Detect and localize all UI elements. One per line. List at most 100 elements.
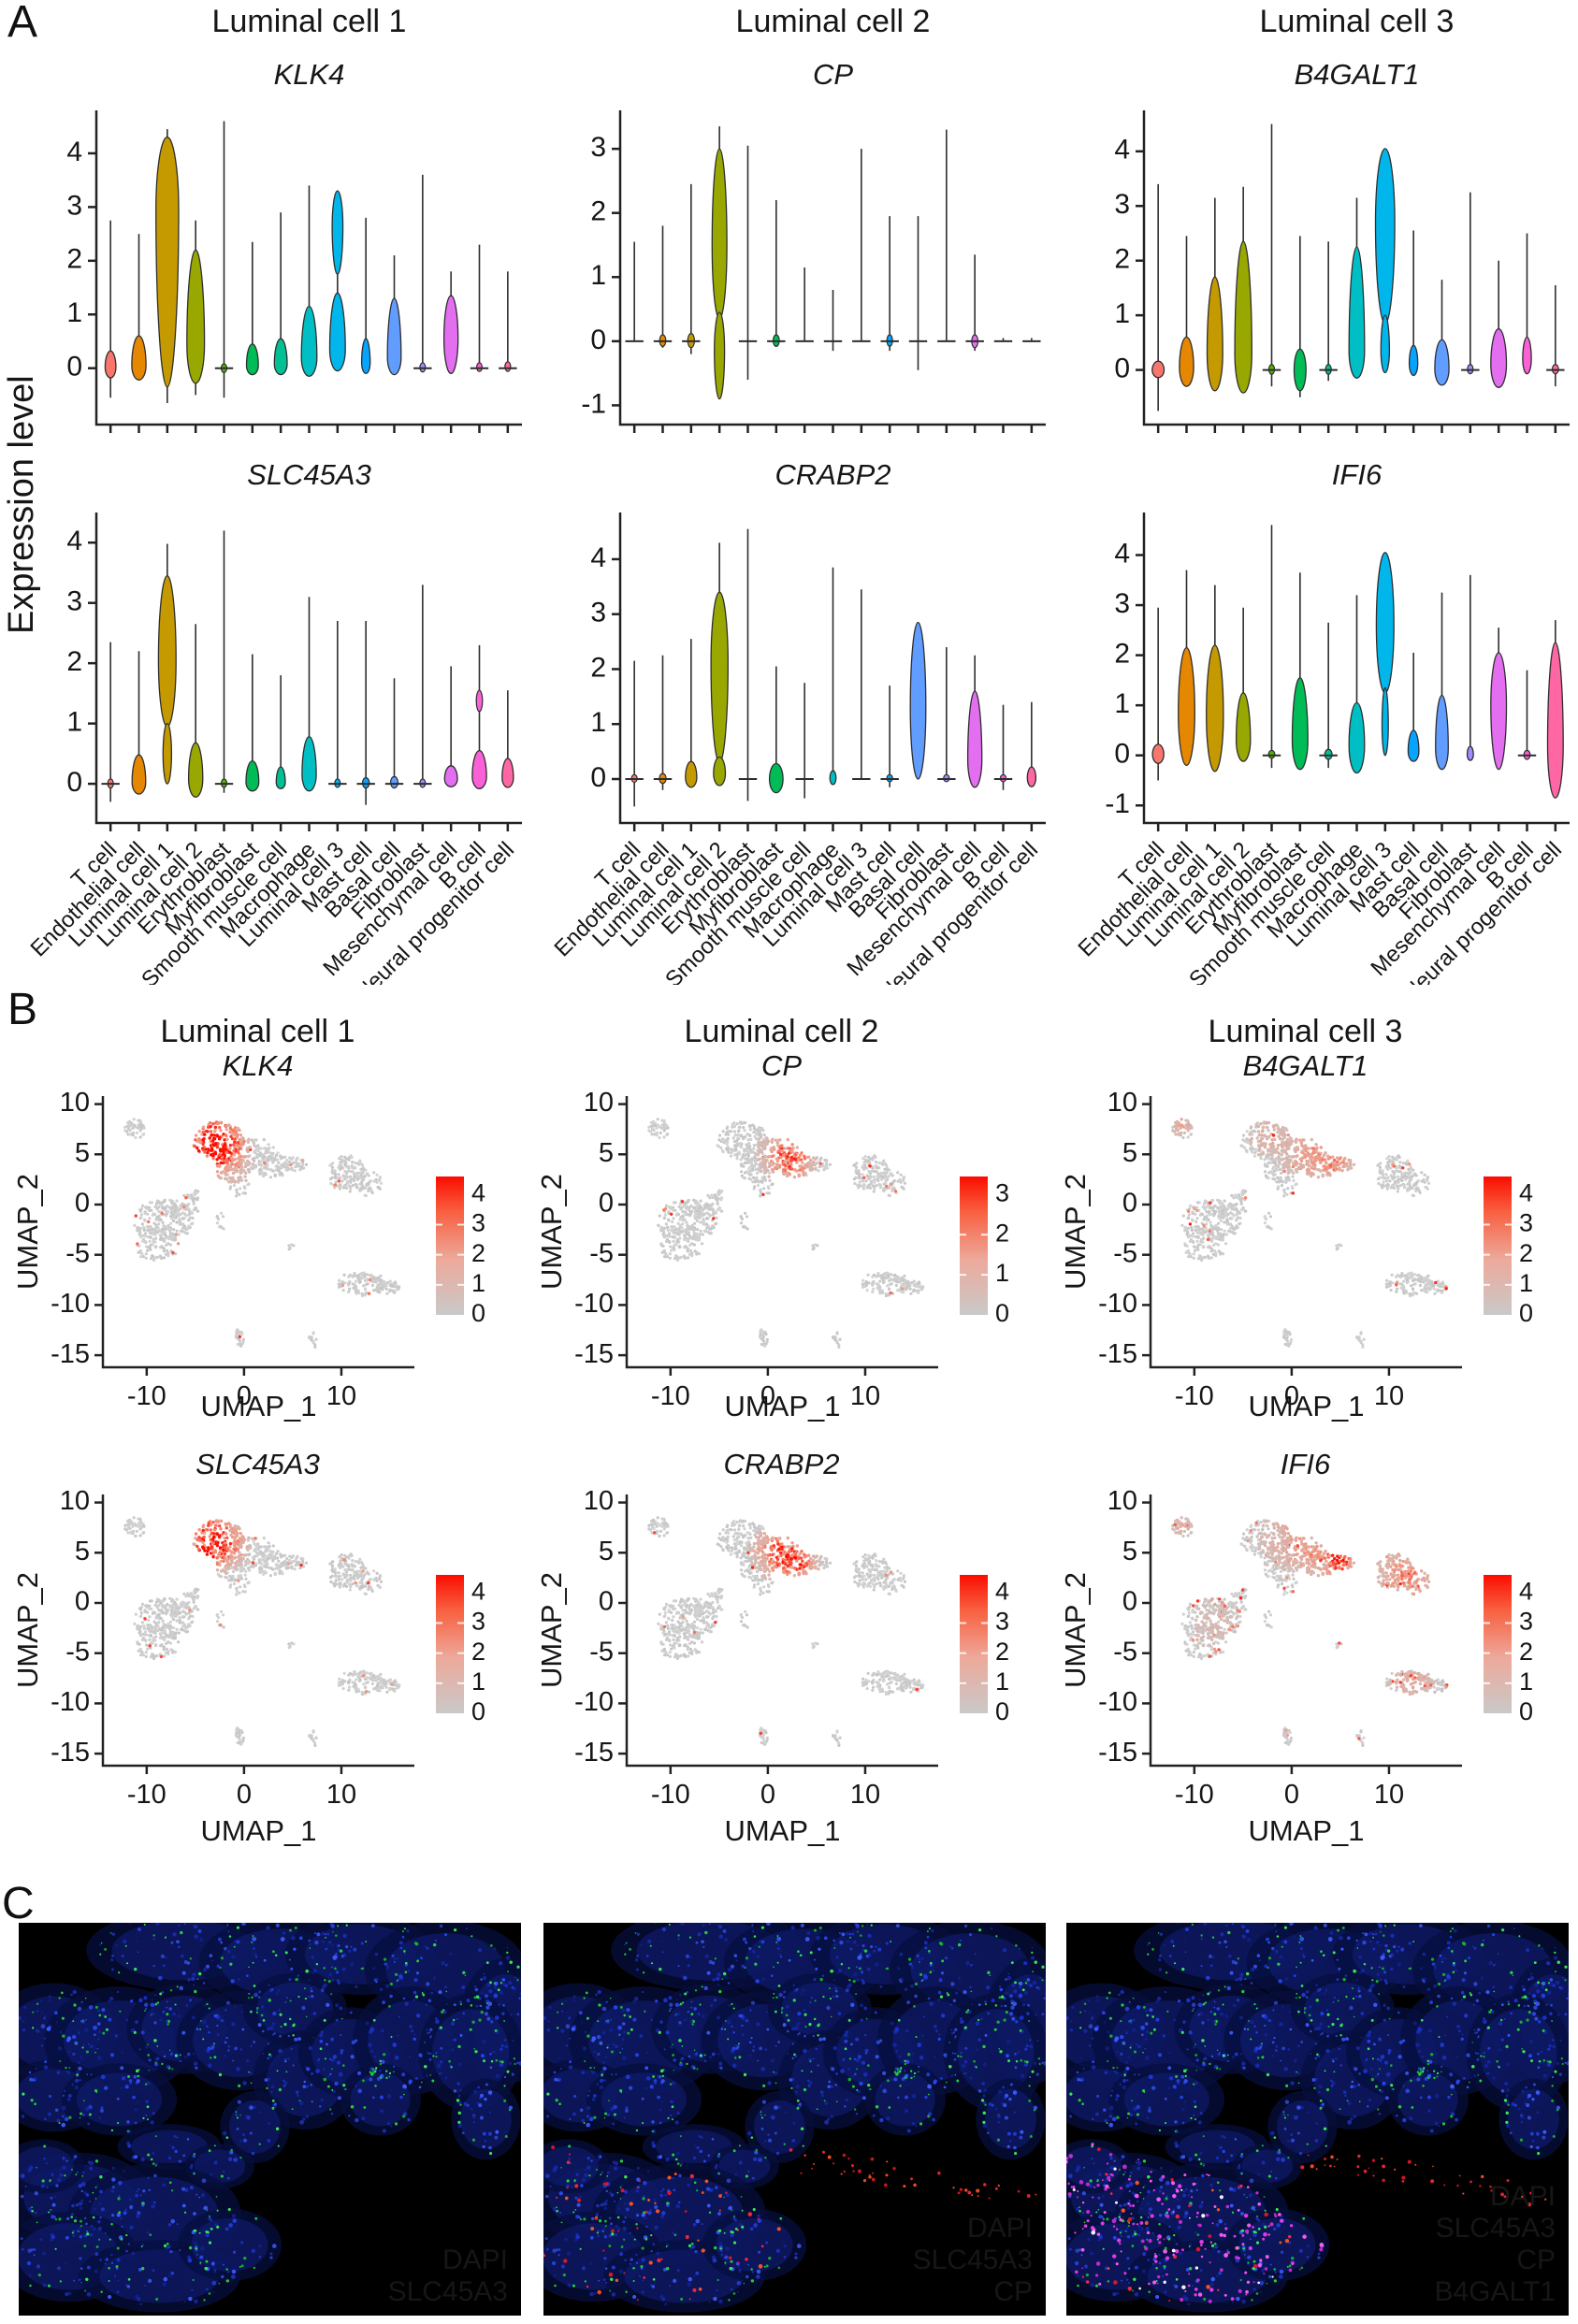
svg-text:10: 10 (584, 1088, 614, 1118)
b-col-title-luminal-2: Luminal cell 2 (684, 1014, 879, 1049)
violin-svg-KLK4: 0 1 2 3 4 (66, 110, 522, 433)
svg-text:4: 4 (1114, 538, 1130, 569)
b-col-title-luminal-3: Luminal cell 3 (1208, 1014, 1403, 1049)
b-gene-title-cp: CP (760, 1049, 803, 1082)
svg-text:-5: -5 (1113, 1238, 1137, 1268)
svg-text:0: 0 (66, 352, 82, 383)
svg-text:0: 0 (1114, 739, 1130, 770)
channel-label-b4galt1: B4GALT1 (1434, 2276, 1556, 2307)
b-gene-title-slc45a3: SLC45A3 (195, 1448, 320, 1480)
svg-text:0: 0 (66, 767, 82, 798)
svg-text:10: 10 (326, 1381, 356, 1411)
umap-plot-crabp2: -10 0 10 10 5 0 -5 -10 -15 UMAP_1 UMAP_2 0 1 2 3 4 (535, 1485, 1050, 1862)
violin-plot-klk4: 0 1 2 3 4 (17, 99, 527, 439)
gene-title-ifi6: IFI6 (1331, 458, 1383, 491)
svg-text:1: 1 (995, 1259, 1009, 1287)
b-col-title-luminal-1: Luminal cell 1 (160, 1014, 355, 1049)
svg-text:-10: -10 (127, 1780, 166, 1810)
svg-text:-10: -10 (1098, 1289, 1137, 1319)
svg-text:10: 10 (850, 1381, 880, 1411)
svg-text:UMAP_1: UMAP_1 (724, 1390, 840, 1422)
svg-text:UMAP_2: UMAP_2 (541, 1174, 568, 1290)
umap-plot-slc45a3: -10 0 10 10 5 0 -5 -10 -15 UMAP_1 UMAP_2 0 1 2 3 4 (11, 1485, 527, 1862)
svg-text:0: 0 (471, 1299, 485, 1327)
microscopy-image-dapi-slc45a3-cp-b4galt1: DAPI SLC45A3 CP B4GALT1 (1037, 1909, 1578, 2316)
svg-text:1: 1 (590, 707, 606, 738)
svg-text:4: 4 (590, 542, 606, 573)
svg-text:0: 0 (1284, 1381, 1299, 1411)
svg-text:3: 3 (1114, 588, 1130, 619)
svg-text:5: 5 (599, 1138, 614, 1168)
b-gene-title-klk4: KLK4 (222, 1049, 294, 1082)
svg-text:0: 0 (237, 1780, 252, 1810)
svg-text:3: 3 (590, 598, 606, 628)
panel-c-label: C (2, 1879, 35, 1928)
svg-text:4: 4 (1114, 135, 1130, 166)
svg-text:1: 1 (66, 707, 82, 738)
microscopy-image-dapi-slc45a3-cp: DAPI SLC45A3 CP (514, 1909, 1078, 2316)
svg-text:1: 1 (66, 297, 82, 328)
svg-text:0: 0 (237, 1381, 252, 1411)
gene-title-slc45a3: SLC45A3 (247, 458, 371, 491)
gene-title-crabp2: CRABP2 (775, 458, 891, 491)
b-gene-title-ifi6: IFI6 (1280, 1448, 1331, 1480)
svg-text:10: 10 (1107, 1088, 1137, 1118)
svg-text:-10: -10 (651, 1381, 690, 1411)
svg-text:UMAP_2: UMAP_2 (17, 1572, 44, 1688)
svg-text:-10: -10 (127, 1381, 166, 1411)
svg-text:5: 5 (1122, 1138, 1137, 1168)
umap-plot-b4galt1: -10 0 10 10 5 0 -5 -10 -15 UMAP_1 UMAP_2 0 1 2 3 4 (1059, 1087, 1574, 1439)
svg-text:4: 4 (66, 526, 82, 556)
svg-text:4: 4 (1519, 1178, 1533, 1206)
svg-text:4: 4 (471, 1178, 485, 1206)
svg-text:3: 3 (66, 586, 82, 617)
umap-svg-CP: -10 0 10 10 5 0 -5 -10 -15 UMAP_1 UMAP_2 0 1 2 3 (535, 1088, 1009, 1422)
channel-label-slc45a3: SLC45A3 (913, 2245, 1033, 2275)
gene-title-b4galt1: B4GALT1 (1294, 58, 1420, 91)
violin-svg-CP: -1 0 1 2 3 (581, 110, 1046, 433)
channel-label-cp: CP (993, 2276, 1033, 2307)
svg-text:2: 2 (995, 1219, 1009, 1247)
svg-text:3: 3 (995, 1178, 1009, 1206)
svg-text:2: 2 (471, 1239, 485, 1267)
svg-text:-10: -10 (51, 1687, 90, 1717)
svg-text:2: 2 (66, 244, 82, 275)
svg-text:3: 3 (66, 190, 82, 221)
svg-text:-15: -15 (1098, 1339, 1137, 1369)
svg-text:2: 2 (66, 646, 82, 677)
panel-a-label: A (7, 0, 38, 47)
channel-label-dapi: DAPI (1490, 2181, 1556, 2212)
svg-text:10: 10 (60, 1088, 90, 1118)
svg-text:0: 0 (760, 1381, 775, 1411)
svg-text:3: 3 (1114, 189, 1130, 220)
svg-text:-5: -5 (65, 1637, 90, 1667)
svg-text:3: 3 (471, 1209, 485, 1237)
svg-text:3: 3 (590, 132, 606, 163)
svg-text:UMAP_1: UMAP_1 (200, 1390, 316, 1422)
svg-text:-15: -15 (574, 1339, 614, 1369)
channel-label-dapi: DAPI (967, 2213, 1033, 2244)
svg-text:2: 2 (1114, 244, 1130, 275)
col-title-luminal-2: Luminal cell 2 (735, 4, 931, 39)
panel-b-label: B (7, 985, 38, 1034)
svg-text:-10: -10 (574, 1289, 614, 1319)
violin-plot-cp: -1 0 1 2 3 (541, 99, 1050, 439)
b-gene-title-b4galt1: B4GALT1 (1242, 1049, 1368, 1082)
svg-text:1: 1 (590, 260, 606, 291)
svg-text:0: 0 (590, 325, 606, 355)
svg-text:0: 0 (75, 1189, 90, 1219)
umap-plot-klk4: -10 0 10 10 5 0 -5 -10 -15 UMAP_1 UMAP_2 0 1 2 3 4 (11, 1087, 527, 1439)
svg-text:0: 0 (1114, 353, 1130, 383)
umap-plot-cp: -10 0 10 10 5 0 -5 -10 -15 UMAP_1 UMAP_2 0 1 2 3 (535, 1087, 1050, 1439)
